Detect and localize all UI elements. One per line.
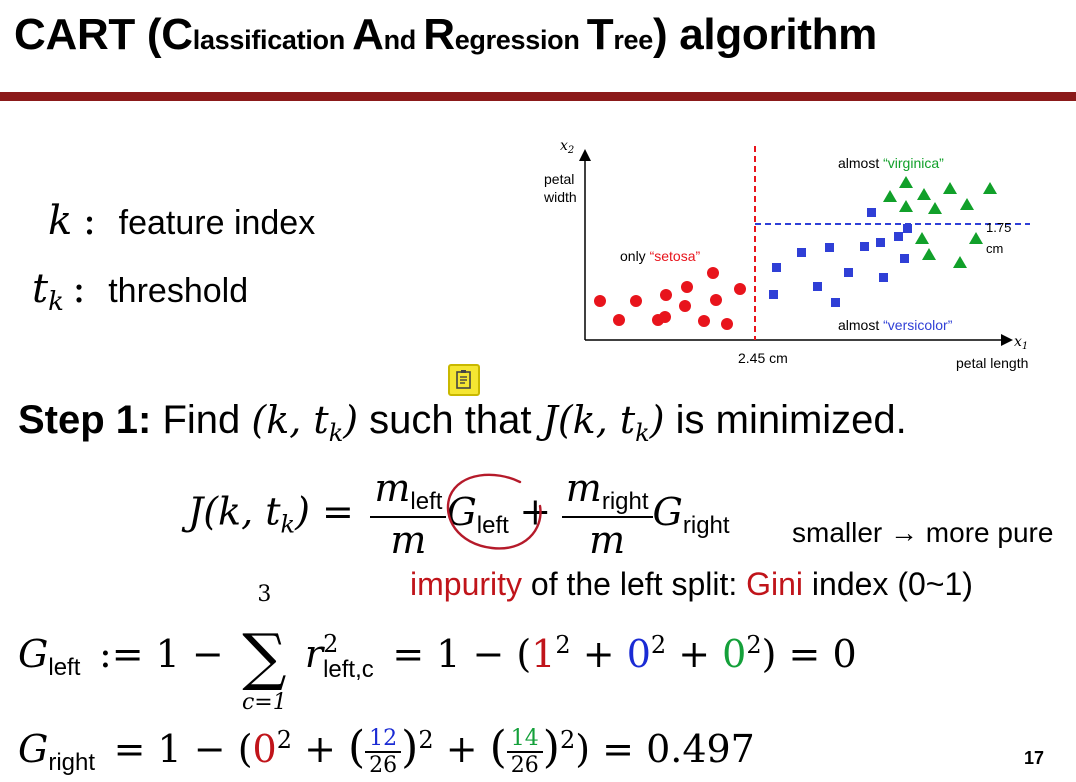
region-setosa-label: only “setosa” xyxy=(620,248,700,264)
annotation-circle xyxy=(446,473,542,550)
impurity-note: impurity of the left split: Gini index (… xyxy=(410,566,973,602)
virginica-point xyxy=(899,200,913,212)
versicolor-point xyxy=(876,238,885,247)
virginica-point xyxy=(928,202,942,214)
region-virginica-label: almost “virginica” xyxy=(838,155,944,171)
setosa-point xyxy=(681,281,693,293)
versicolor-point xyxy=(860,242,869,251)
region-versicolor-label: almost “versicolor” xyxy=(838,317,953,333)
versicolor-point xyxy=(813,282,822,291)
smaller-more-pure-note: smaller → more pure xyxy=(792,517,1054,548)
title-divider xyxy=(0,92,1076,101)
setosa-point xyxy=(630,295,642,307)
decision-boundary-figure: x2 petal width x1 petal length 2.45 cm 1… xyxy=(543,138,1030,371)
setosa-point xyxy=(594,295,606,307)
setosa-point xyxy=(710,294,722,306)
x-axis-label: petal length xyxy=(956,355,1028,371)
setosa-point xyxy=(659,311,671,323)
split-horizontal-label-line1: 1.75 xyxy=(986,220,1011,235)
versicolor-point xyxy=(831,298,840,307)
virginica-point xyxy=(960,198,974,210)
versicolor-point xyxy=(879,273,888,282)
virginica-point xyxy=(969,232,983,244)
virginica-point xyxy=(917,188,931,200)
virginica-point xyxy=(899,176,913,188)
setosa-point xyxy=(660,289,672,301)
g-left-term: Gleft xyxy=(446,489,509,539)
versicolor-point xyxy=(772,263,781,272)
y-axis-symbol: x2 xyxy=(560,138,574,156)
setosa-point xyxy=(613,314,625,326)
setosa-points xyxy=(594,267,746,330)
virginica-point xyxy=(953,256,967,268)
split-horizontal-label-line2: cm xyxy=(986,241,1003,256)
sticky-note-icon[interactable] xyxy=(448,364,480,396)
setosa-point xyxy=(679,300,691,312)
setosa-point xyxy=(721,318,733,330)
versicolor-point xyxy=(825,243,834,252)
cost-function-formula: J(k, tk) = mleft m Gleft + mright m Grig… xyxy=(188,466,730,562)
step-1-statement: Step 1: Find (k, tk) such that J(k, tk) … xyxy=(18,398,907,447)
virginica-point xyxy=(943,182,957,194)
versicolor-points xyxy=(769,208,912,307)
gini-left-formula: Gleft := 1 − 3 ∑ c=1 r 2 left,c = 1 − (12 … xyxy=(18,582,857,715)
versicolor-point xyxy=(867,208,876,217)
versicolor-point xyxy=(894,232,903,241)
virginica-point xyxy=(883,190,897,202)
virginica-point xyxy=(983,182,997,194)
definition-k: k : feature index xyxy=(48,198,316,244)
gini-right-formula: Gright = 1 − (02 + (12 26)2 + (14 26)2) = … xyxy=(18,722,755,778)
x-axis-symbol: x1 xyxy=(1014,334,1028,352)
y-axis-label-line2: width xyxy=(543,189,577,205)
setosa-point xyxy=(698,315,710,327)
versicolor-point xyxy=(769,290,778,299)
page-number: 17 xyxy=(1023,748,1044,768)
split-vertical-label: 2.45 cm xyxy=(738,350,788,366)
virginica-points xyxy=(883,176,997,268)
versicolor-point xyxy=(903,224,912,233)
setosa-point xyxy=(734,283,746,295)
summation: 3 ∑ c=1 xyxy=(241,582,287,715)
versicolor-point xyxy=(900,254,909,263)
virginica-point xyxy=(915,232,929,244)
virginica-point xyxy=(922,248,936,260)
setosa-point xyxy=(707,267,719,279)
definition-tk: tk : threshold xyxy=(32,266,249,317)
versicolor-point xyxy=(844,268,853,277)
y-axis-label-line1: petal xyxy=(544,171,574,187)
step-1-label: Step 1: xyxy=(18,398,152,442)
slide-title: CART (Classification And Regression Tree… xyxy=(14,10,877,59)
versicolor-point xyxy=(797,248,806,257)
